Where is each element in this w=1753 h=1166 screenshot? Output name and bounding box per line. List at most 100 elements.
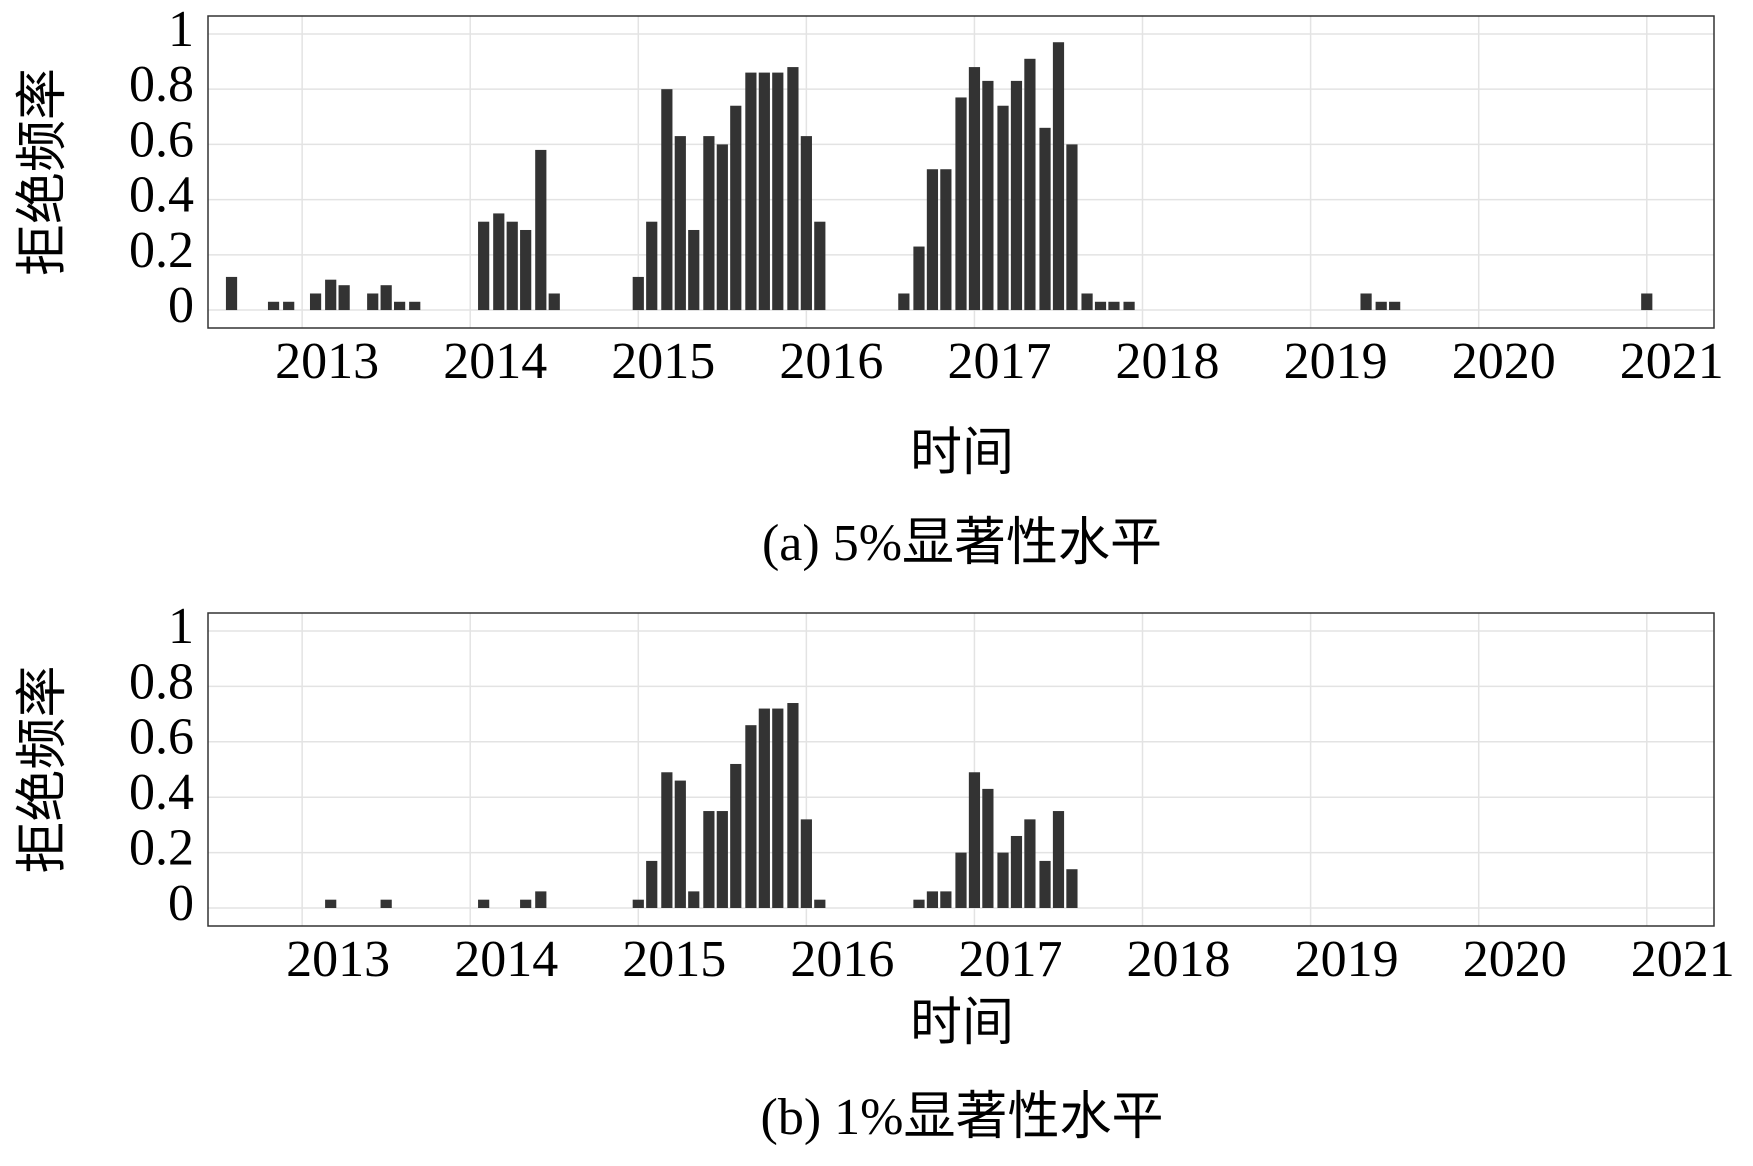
bar xyxy=(548,293,560,311)
bar xyxy=(367,293,379,311)
y-tick-label: 0 xyxy=(168,277,194,334)
x-tick-label: 2021 xyxy=(1620,333,1724,390)
bar xyxy=(772,72,784,311)
bar xyxy=(646,221,658,311)
bar xyxy=(1066,869,1078,908)
bar xyxy=(787,703,799,908)
x-tick-label: 2013 xyxy=(286,931,390,988)
x-tick-label: 2015 xyxy=(611,333,715,390)
bar xyxy=(716,144,728,311)
bar xyxy=(283,301,295,311)
x-tick-label: 2014 xyxy=(443,333,547,390)
bar xyxy=(338,285,350,311)
bar xyxy=(772,708,784,908)
bar xyxy=(520,229,532,311)
bar xyxy=(535,891,547,908)
bar xyxy=(1081,293,1093,311)
bar xyxy=(940,891,952,908)
bar xyxy=(968,67,981,311)
bar xyxy=(1389,301,1401,311)
bar xyxy=(787,67,799,311)
bar xyxy=(1108,301,1120,311)
bar xyxy=(409,301,421,311)
bar xyxy=(225,276,238,311)
y-tick-label: 0.8 xyxy=(129,56,194,113)
bar xyxy=(1010,80,1023,311)
bar xyxy=(309,293,322,311)
plot-frame xyxy=(207,15,1715,329)
y-tick-label: 0.8 xyxy=(129,653,194,710)
bar xyxy=(913,899,925,908)
bar xyxy=(1039,127,1051,311)
bar xyxy=(632,899,644,908)
bar xyxy=(506,221,518,311)
bar xyxy=(493,213,505,311)
y-axis-label: 拒绝频率 xyxy=(15,68,72,276)
bar xyxy=(478,899,490,908)
bar xyxy=(325,279,337,311)
y-tick-label: 1 xyxy=(168,1,194,58)
bar xyxy=(913,246,925,311)
bar xyxy=(800,136,812,311)
bar xyxy=(1641,293,1653,311)
bar xyxy=(758,72,770,311)
x-tick-label: 2018 xyxy=(1127,931,1231,988)
x-tick-label: 2013 xyxy=(275,333,379,390)
bar xyxy=(325,899,337,908)
bar xyxy=(1024,58,1036,311)
x-tick-label: 2021 xyxy=(1631,931,1735,988)
x-tick-label: 2018 xyxy=(1116,333,1220,390)
x-tick-label: 2015 xyxy=(622,931,726,988)
bar xyxy=(940,169,952,311)
bar xyxy=(1375,301,1387,311)
bar xyxy=(745,72,757,311)
bar xyxy=(661,772,673,908)
x-tick-label: 2014 xyxy=(454,931,558,988)
x-tick-label: 2016 xyxy=(779,333,883,390)
bar xyxy=(1360,293,1372,311)
bar xyxy=(716,811,728,908)
bar xyxy=(730,105,742,311)
bar xyxy=(730,763,742,908)
bar xyxy=(1052,42,1065,311)
bar xyxy=(535,149,547,311)
bar xyxy=(1024,819,1036,908)
bar xyxy=(674,136,686,311)
y-tick-label: 0.6 xyxy=(129,111,194,168)
x-axis-label: 时间 xyxy=(910,425,1014,482)
x-tick-label: 2020 xyxy=(1463,931,1567,988)
bar xyxy=(394,301,406,311)
bar xyxy=(1094,301,1107,311)
bar xyxy=(898,293,910,311)
bar xyxy=(688,891,700,908)
bar xyxy=(955,852,967,908)
bar xyxy=(982,80,994,311)
bar xyxy=(703,811,715,908)
y-tick-label: 0.4 xyxy=(129,764,194,821)
bar xyxy=(520,899,532,908)
bar xyxy=(646,860,658,908)
bar xyxy=(478,221,490,311)
bar xyxy=(267,301,280,311)
plot-frame xyxy=(207,612,1715,927)
bar xyxy=(1052,811,1065,908)
x-tick-label: 2017 xyxy=(947,333,1051,390)
bar xyxy=(632,276,644,311)
subplot-caption: (a) 5%显著性水平 xyxy=(762,515,1162,572)
bar xyxy=(814,221,826,311)
bar xyxy=(1039,860,1051,908)
bar xyxy=(997,852,1009,908)
bar xyxy=(968,772,981,908)
y-tick-label: 0 xyxy=(168,875,194,932)
x-tick-label: 2016 xyxy=(790,931,894,988)
y-tick-label: 1 xyxy=(168,598,194,655)
y-tick-label: 0.6 xyxy=(129,709,194,766)
bar xyxy=(997,105,1009,311)
bar xyxy=(1123,301,1135,311)
bar xyxy=(814,899,826,908)
y-tick-label: 0.4 xyxy=(129,167,194,224)
bar xyxy=(982,788,994,908)
bar xyxy=(758,708,770,908)
bar xyxy=(1010,835,1023,908)
